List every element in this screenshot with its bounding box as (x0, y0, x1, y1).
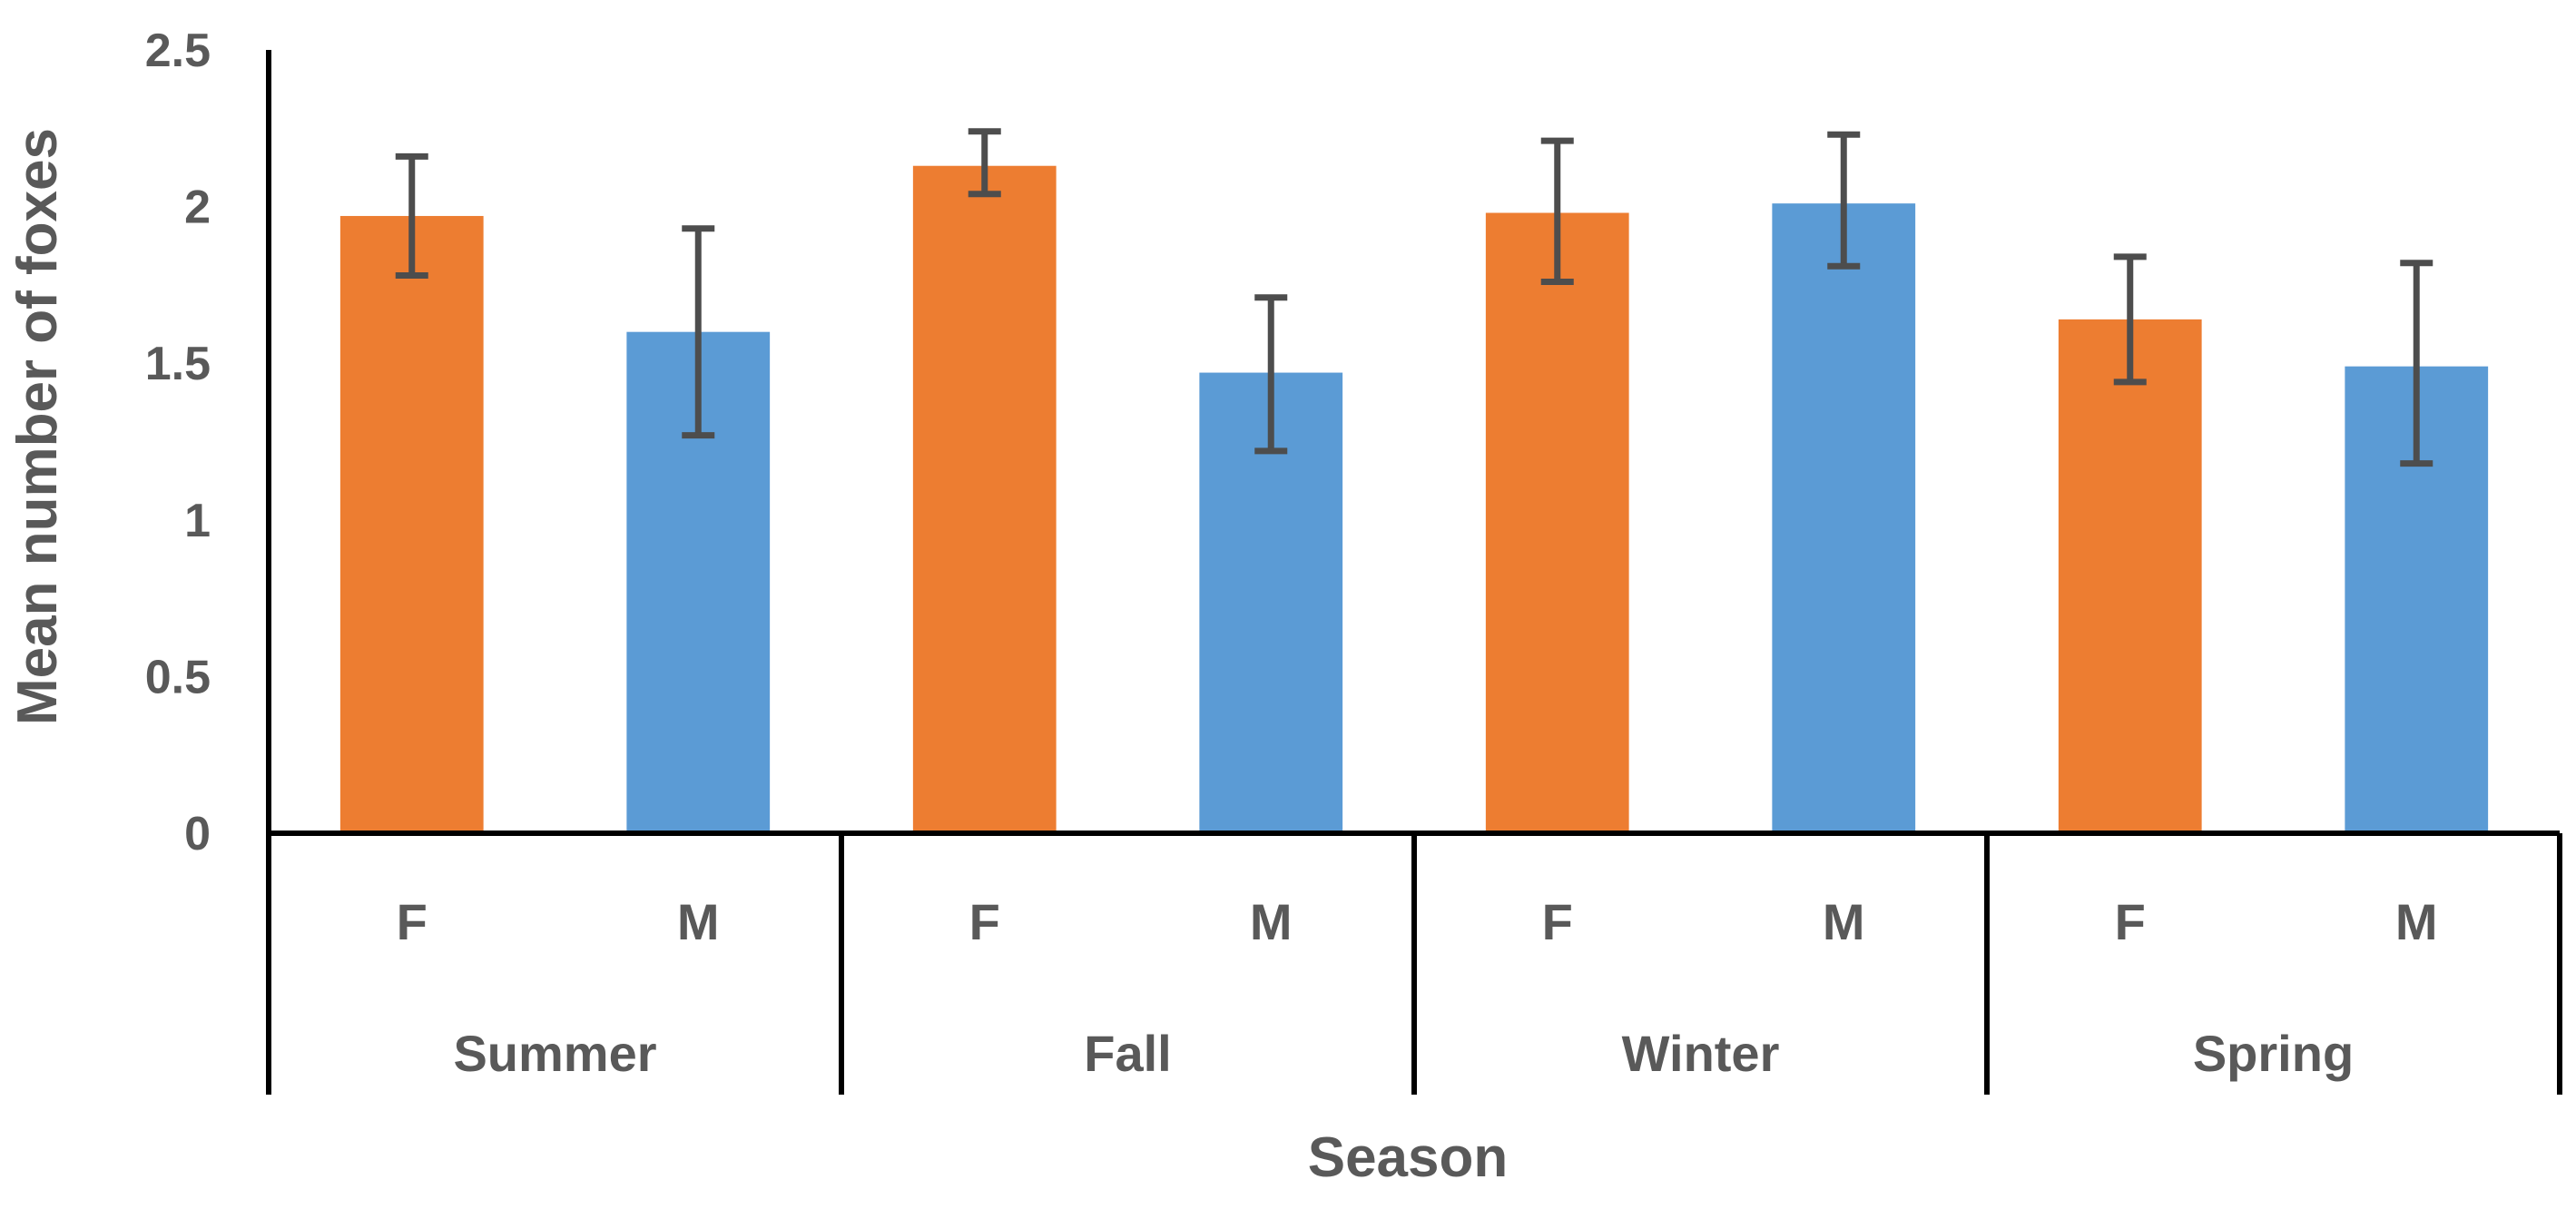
x-subcategory-label: F (969, 893, 1000, 950)
y-tick-label: 2 (184, 182, 211, 234)
bar-winter-m (1772, 203, 1916, 833)
error-bars-layer (395, 128, 2433, 467)
x-subcategory-label: M (677, 893, 720, 950)
x-subcategory-label: F (397, 893, 428, 950)
x-group-label-fall: Fall (1084, 1025, 1171, 1082)
x-group-label-winter: Winter (1622, 1025, 1780, 1082)
error-bar-winter-m (1827, 131, 1861, 270)
axes-layer (266, 50, 2562, 1095)
x-subcategory-label: F (1542, 893, 1573, 950)
bar-fall-f (912, 165, 1057, 833)
bar-summer-f (339, 215, 484, 833)
x-subcategory-label: M (1250, 893, 1293, 950)
y-tick-label: 1.5 (145, 338, 211, 390)
bar-spring-f (2058, 319, 2202, 833)
error-bar-summer-m (682, 225, 715, 439)
x-subcategory-label: F (2115, 893, 2146, 950)
x-subcategory-label: M (2395, 893, 2438, 950)
x-group-label-summer: Summer (453, 1025, 656, 1082)
y-tick-label: 0 (184, 808, 211, 860)
y-tick-label: 1 (184, 495, 211, 547)
y-tick-label: 0.5 (145, 651, 211, 703)
x-category-labels: F M Summer F M Fall F M Winter F M Spring (397, 893, 2438, 1082)
y-axis-title: Mean number of foxes (6, 128, 69, 725)
error-bar-spring-m (2400, 260, 2433, 467)
x-subcategory-label: M (1823, 893, 1865, 950)
error-bar-fall-f (968, 128, 1001, 198)
y-tick-labels: 0 0.5 1 1.5 2 2.5 (145, 25, 211, 860)
y-tick-label: 2.5 (145, 25, 211, 77)
error-bar-winter-f (1540, 137, 1574, 285)
bar-winter-f (1485, 212, 1629, 833)
error-bar-summer-f (395, 152, 428, 280)
error-bar-spring-f (2113, 253, 2147, 386)
error-bar-fall-m (1254, 294, 1288, 455)
bars-layer (339, 165, 2489, 834)
x-group-label-spring: Spring (2193, 1025, 2354, 1082)
x-axis-title: Season (1308, 1126, 1509, 1189)
